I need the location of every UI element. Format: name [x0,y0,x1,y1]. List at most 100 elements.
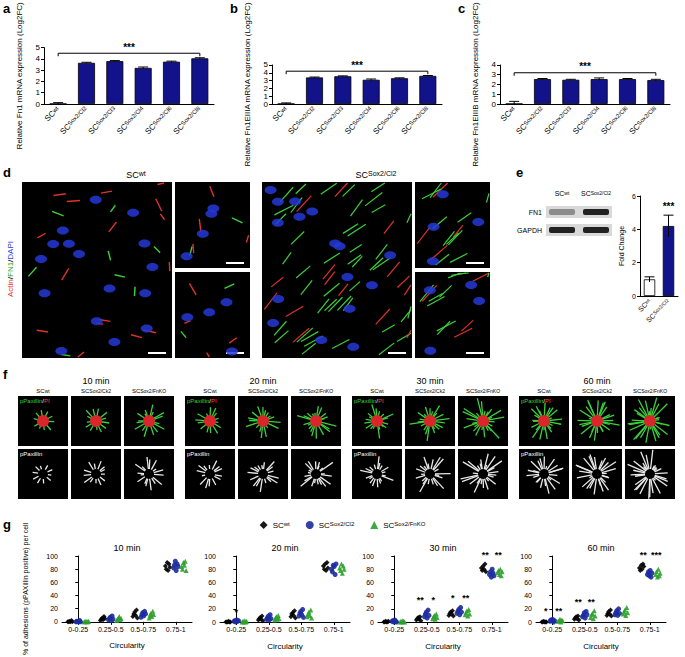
svg-text:wt: wt [379,388,385,394]
svg-text:100: 100 [204,553,216,560]
svg-text:SC: SC [143,122,157,136]
svg-text:**: ** [640,550,648,560]
svg-text:**: ** [495,550,503,560]
svg-text:d: d [3,165,11,180]
svg-text:pPaxillin: pPaxillin [521,451,543,457]
svg-text:SC: SC [343,122,357,136]
svg-text:60: 60 [208,579,216,586]
svg-text:4: 4 [36,54,41,63]
svg-text:Sox2/Cl8: Sox2/Cl8 [180,105,202,127]
svg-text:*: * [451,593,455,603]
svg-text:pPaxillin: pPaxillin [187,398,209,404]
svg-text:pPaxillin: pPaxillin [20,451,42,457]
svg-text:0.75-1: 0.75-1 [324,626,344,633]
svg-text:Sox2/Cl4: Sox2/Cl4 [579,105,601,127]
svg-text:wt: wt [283,521,290,527]
svg-text:Sox2/Cl8: Sox2/Cl8 [408,105,430,127]
svg-text:***: *** [651,550,662,560]
svg-text:pPaxillin: pPaxillin [521,398,543,404]
svg-text:3: 3 [36,66,41,75]
svg-text:*: * [431,595,435,605]
svg-text:f: f [3,367,8,382]
svg-text:SC: SC [319,521,330,530]
svg-text:20 min: 20 min [271,543,298,553]
svg-text:0.25-0.5: 0.25-0.5 [98,626,124,633]
svg-text:SC: SC [172,122,186,136]
svg-text:PI: PI [378,398,384,404]
svg-text:Sox2/Cl3: Sox2/Cl3 [95,105,117,127]
svg-text:100: 100 [362,553,374,560]
svg-text:30 min: 30 min [416,376,443,386]
svg-text:Sox2/Cl6: Sox2/Cl6 [379,105,401,127]
svg-text:Sox2/Cl3: Sox2/Cl3 [551,105,573,127]
svg-text:pPaxillin: pPaxillin [20,398,42,404]
svg-text:0.75-1: 0.75-1 [166,626,186,633]
svg-text:wt: wt [212,388,218,394]
svg-text:4: 4 [632,226,636,233]
svg-text:SC: SC [315,122,329,136]
svg-text:***: *** [351,60,363,71]
svg-text:wt: wt [564,190,570,196]
svg-text:0: 0 [528,619,532,626]
svg-text:Sox2/Ck2: Sox2/Ck2 [590,388,612,394]
svg-text:0-0.25: 0-0.25 [384,626,404,633]
svg-text:Relative Fn1 mRNA expression (: Relative Fn1 mRNA expression (Log2FC) [15,2,24,150]
svg-text:Sox2/Cl2: Sox2/Cl2 [522,105,544,127]
svg-text:PI: PI [44,398,50,404]
svg-text:Fold Change: Fold Change [618,226,626,266]
svg-text:**: ** [417,595,425,605]
svg-text:4: 4 [492,60,497,69]
svg-text:SC: SC [581,190,591,197]
svg-text:wt: wt [138,170,146,177]
svg-text:SC: SC [637,301,649,313]
svg-text:0.25-0.5: 0.25-0.5 [572,626,598,633]
svg-text:**: ** [588,597,596,607]
svg-text:SC: SC [271,109,285,123]
svg-text:Sox2/Cl3: Sox2/Cl3 [323,105,345,127]
svg-text:0.5-0.75: 0.5-0.75 [130,626,156,633]
svg-text:a: a [3,1,11,16]
svg-text:80: 80 [208,566,216,573]
svg-text:SC: SC [499,109,513,123]
svg-text:SC: SC [555,190,565,197]
svg-text:SC: SC [115,122,129,136]
svg-text:Circularity: Circularity [109,641,145,650]
svg-text:% of adhesions (pPAXillin posi: % of adhesions (pPAXillin positive) per … [22,522,30,655]
svg-text:40: 40 [50,592,58,599]
svg-text:Sox2/Ck2: Sox2/Ck2 [256,388,278,394]
svg-text:Sox2/Cl8: Sox2/Cl8 [636,105,658,127]
svg-text:Sox2/Cl2: Sox2/Cl2 [368,170,397,177]
svg-text:0-0.25: 0-0.25 [226,626,246,633]
svg-text:SC: SC [514,122,528,136]
svg-text:Sox2/Cl2: Sox2/Cl2 [591,190,612,196]
svg-text:1: 1 [36,88,41,97]
svg-text:SC: SC [599,122,613,136]
svg-text:0: 0 [264,100,269,109]
svg-text:b: b [230,1,238,16]
svg-text:80: 80 [366,566,374,573]
svg-text:40: 40 [524,592,532,599]
svg-text:Sox2/Cl4: Sox2/Cl4 [351,105,373,127]
svg-text:100: 100 [520,553,532,560]
svg-text:SC: SC [628,122,642,136]
svg-text:100: 100 [46,553,58,560]
svg-text:**: ** [575,597,583,607]
svg-text:20: 20 [208,605,216,612]
svg-text:0-0.25: 0-0.25 [542,626,562,633]
svg-text:10 min: 10 min [82,376,109,386]
svg-text:***: *** [663,201,675,212]
svg-text:wt: wt [45,388,51,394]
svg-text:Sox2/Cl4: Sox2/Cl4 [123,105,145,127]
svg-text:0.25-0.5: 0.25-0.5 [414,626,440,633]
svg-text:**: ** [555,606,563,616]
svg-text:10 min: 10 min [113,543,140,553]
svg-text:80: 80 [524,566,532,573]
svg-text:Circularity: Circularity [267,642,303,651]
svg-text:20: 20 [50,605,58,612]
svg-text:SC: SC [126,170,139,180]
svg-text:60: 60 [50,579,58,586]
svg-text:**: ** [462,593,470,603]
svg-text:40: 40 [366,592,374,599]
svg-text:SC: SC [400,122,414,136]
svg-text:SC: SC [645,312,657,324]
